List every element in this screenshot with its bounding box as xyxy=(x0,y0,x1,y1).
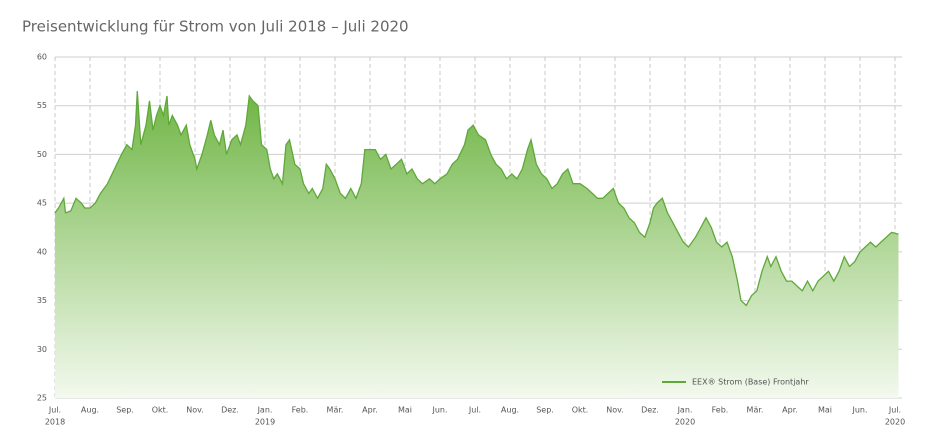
x-tick-label: Feb. xyxy=(712,406,729,415)
x-tick-label: Mai xyxy=(818,406,832,415)
y-tick-label: 35 xyxy=(37,296,47,305)
x-tick-label: Aug. xyxy=(501,406,519,415)
x-tick-year: 2020 xyxy=(885,418,905,427)
x-tick-label: Apr. xyxy=(782,406,798,415)
x-tick-label: Jul. xyxy=(468,406,481,415)
x-tick-label: Apr. xyxy=(362,406,378,415)
y-tick-label: 30 xyxy=(37,345,47,354)
x-tick-year: 2019 xyxy=(255,418,275,427)
y-tick-label: 25 xyxy=(37,394,47,403)
y-tick-label: 60 xyxy=(37,53,47,62)
x-tick-label: Mai xyxy=(398,406,412,415)
x-tick-label: Feb. xyxy=(292,406,309,415)
chart-title: Preisentwicklung für Strom von Juli 2018… xyxy=(22,18,409,36)
legend-label: EEX® Strom (Base) Frontjahr xyxy=(692,378,809,387)
x-tick-label: Jul. xyxy=(48,406,61,415)
x-tick-label: Jan. xyxy=(677,406,693,415)
y-tick-label: 40 xyxy=(37,247,47,256)
y-tick-label: 55 xyxy=(37,101,47,110)
x-tick-label: Jan. xyxy=(257,406,273,415)
x-tick-label: Jun. xyxy=(851,406,867,415)
x-tick-label: Aug. xyxy=(81,406,99,415)
x-tick-label: Mär. xyxy=(747,406,764,415)
x-tick-label: Dez. xyxy=(221,406,239,415)
x-tick-label: Okt. xyxy=(572,406,589,415)
x-tick-label: Okt. xyxy=(152,406,169,415)
x-tick-year: 2020 xyxy=(675,418,695,427)
x-tick-label: Jun. xyxy=(431,406,447,415)
x-tick-label: Nov. xyxy=(186,406,204,415)
y-tick-label: 45 xyxy=(37,199,47,208)
x-tick-year: 2018 xyxy=(45,418,65,427)
area xyxy=(55,91,899,398)
x-tick-label: Jul. xyxy=(888,406,901,415)
x-tick-label: Mär. xyxy=(327,406,344,415)
x-tick-label: Nov. xyxy=(606,406,624,415)
y-tick-label: 50 xyxy=(37,150,47,159)
x-tick-label: Sep. xyxy=(116,406,134,415)
line xyxy=(54,91,899,307)
x-tick-label: Sep. xyxy=(536,406,554,415)
x-tick-label: Dez. xyxy=(641,406,659,415)
